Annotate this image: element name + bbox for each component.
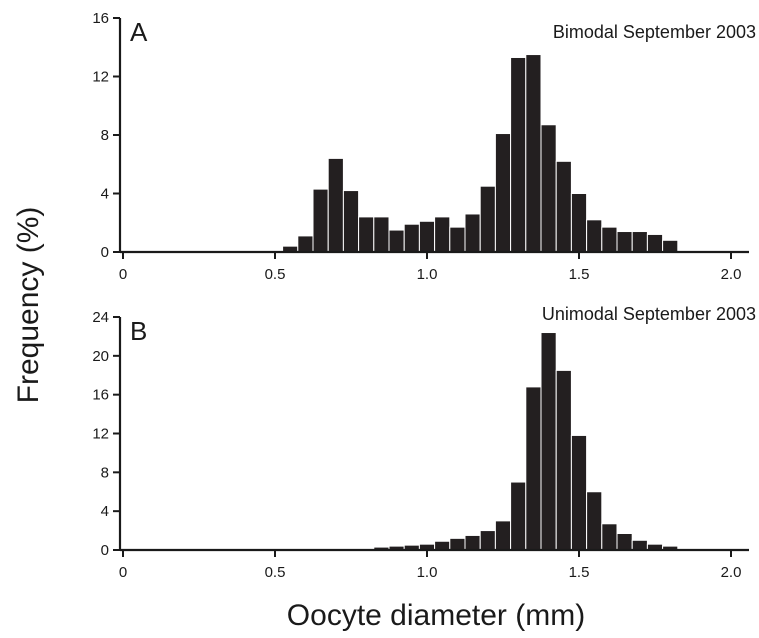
- panel-a-y-tick-label: 16: [92, 10, 109, 27]
- panel-b-bar: [555, 369, 572, 551]
- panel-a-bar: [510, 56, 527, 253]
- panel-a-y-tick-label: 4: [101, 186, 109, 203]
- panel-b-title: Unimodal September 2003: [542, 304, 756, 324]
- panel-b-bar: [479, 530, 496, 551]
- panel-b-x-tick-label: 1.0: [417, 564, 438, 581]
- panel-a-bar: [586, 219, 603, 253]
- panel-a-bar: [525, 54, 542, 253]
- panel-b-bar: [449, 537, 466, 551]
- panel-a-bar: [631, 231, 648, 253]
- panel-a-bar: [479, 185, 496, 253]
- panel-b-x-tick-label: 2.0: [721, 564, 742, 581]
- panel-b-letter: B: [130, 316, 147, 346]
- panel-b-bar: [586, 491, 603, 551]
- panel-b-x-tick-label: 0: [119, 564, 127, 581]
- panel-b-bars: [373, 332, 679, 551]
- panel-a-bar: [616, 231, 633, 253]
- y-axis-title: Frequency (%): [12, 207, 45, 404]
- panel-b-y-tick-label: 20: [92, 348, 109, 365]
- panel-b-bar: [616, 533, 633, 551]
- panel-a-x-tick-label: 1.0: [417, 266, 438, 283]
- panel-a-bar: [494, 133, 512, 253]
- panel-b-x-tick-label: 1.5: [569, 564, 590, 581]
- panel-b-y-tick-label: 16: [92, 387, 109, 404]
- panel-a-y-tick-label: 8: [101, 127, 109, 144]
- panel-a-bar: [449, 226, 466, 253]
- panel-b-y-tick-label: 24: [92, 309, 109, 326]
- panel-a-y-ticks: 0 4 8 12 16: [92, 10, 120, 261]
- panel-a-x-ticks: 0 0.5 1.0 1.5 2.0: [119, 252, 742, 283]
- panel-a-bar: [662, 239, 679, 253]
- panel-a-x-tick-label: 0: [119, 266, 127, 283]
- panel-a-bar: [418, 220, 436, 253]
- panel-a-bar: [403, 223, 420, 253]
- panel-a-y-tick-label: 0: [101, 244, 109, 261]
- panel-b-bar: [601, 523, 618, 551]
- panel-a-title: Bimodal September 2003: [553, 22, 756, 42]
- panel-b-bar: [540, 332, 557, 551]
- panel-b-y-tick-label: 4: [101, 503, 109, 520]
- panel-b-x-ticks: 0 0.5 1.0 1.5 2.0: [119, 550, 742, 581]
- panel-a-bar: [373, 216, 390, 253]
- panel-b-bar: [631, 539, 648, 551]
- panel-a-bar: [464, 213, 481, 253]
- panel-b-bar: [464, 534, 481, 551]
- panel-a-bar: [388, 229, 405, 253]
- panel-a-bar: [646, 233, 664, 253]
- panel-b-y-tick-label: 12: [92, 426, 109, 443]
- panel-a-bar: [358, 216, 375, 253]
- panel-a-bar: [297, 235, 314, 253]
- panel-a-x-tick-label: 2.0: [721, 266, 742, 283]
- panel-a-histogram: 0 0.5 1.0 1.5 2.0 0 4 8 12 16 A Bimodal Septembe…: [92, 10, 756, 283]
- panel-a-bar: [555, 160, 572, 253]
- panel-b-bar: [494, 520, 512, 551]
- panel-a-bars: [282, 54, 679, 253]
- panel-a-bar: [312, 188, 329, 253]
- panel-b-y-ticks: 0 4 8 12 16 20 24: [92, 309, 120, 559]
- panel-a-bar: [601, 226, 618, 253]
- panel-b-y-tick-label: 0: [101, 542, 109, 559]
- panel-b-x-tick-label: 0.5: [265, 564, 286, 581]
- panel-b-y-tick-label: 8: [101, 464, 109, 481]
- panel-b-bar: [570, 434, 588, 551]
- panel-a-bar: [570, 193, 588, 253]
- panel-a-bar: [540, 124, 557, 253]
- panel-b-bar: [510, 481, 527, 551]
- panel-a-bar: [327, 157, 344, 253]
- x-axis-title: Oocyte diameter (mm): [287, 599, 585, 632]
- panel-a-bar: [342, 190, 360, 253]
- panel-a-bar: [434, 216, 451, 253]
- panel-a-x-tick-label: 1.5: [569, 266, 590, 283]
- panel-b-histogram: 0 0.5 1.0 1.5 2.0 0 4 8 12 16 20 24 B Unimodal Sep…: [92, 304, 756, 581]
- panel-b-bar: [434, 540, 451, 551]
- panel-a-x-tick-label: 0.5: [265, 266, 286, 283]
- panel-a-letter: A: [130, 17, 148, 47]
- panel-a-y-tick-label: 12: [92, 69, 109, 86]
- panel-b-bar: [525, 386, 542, 551]
